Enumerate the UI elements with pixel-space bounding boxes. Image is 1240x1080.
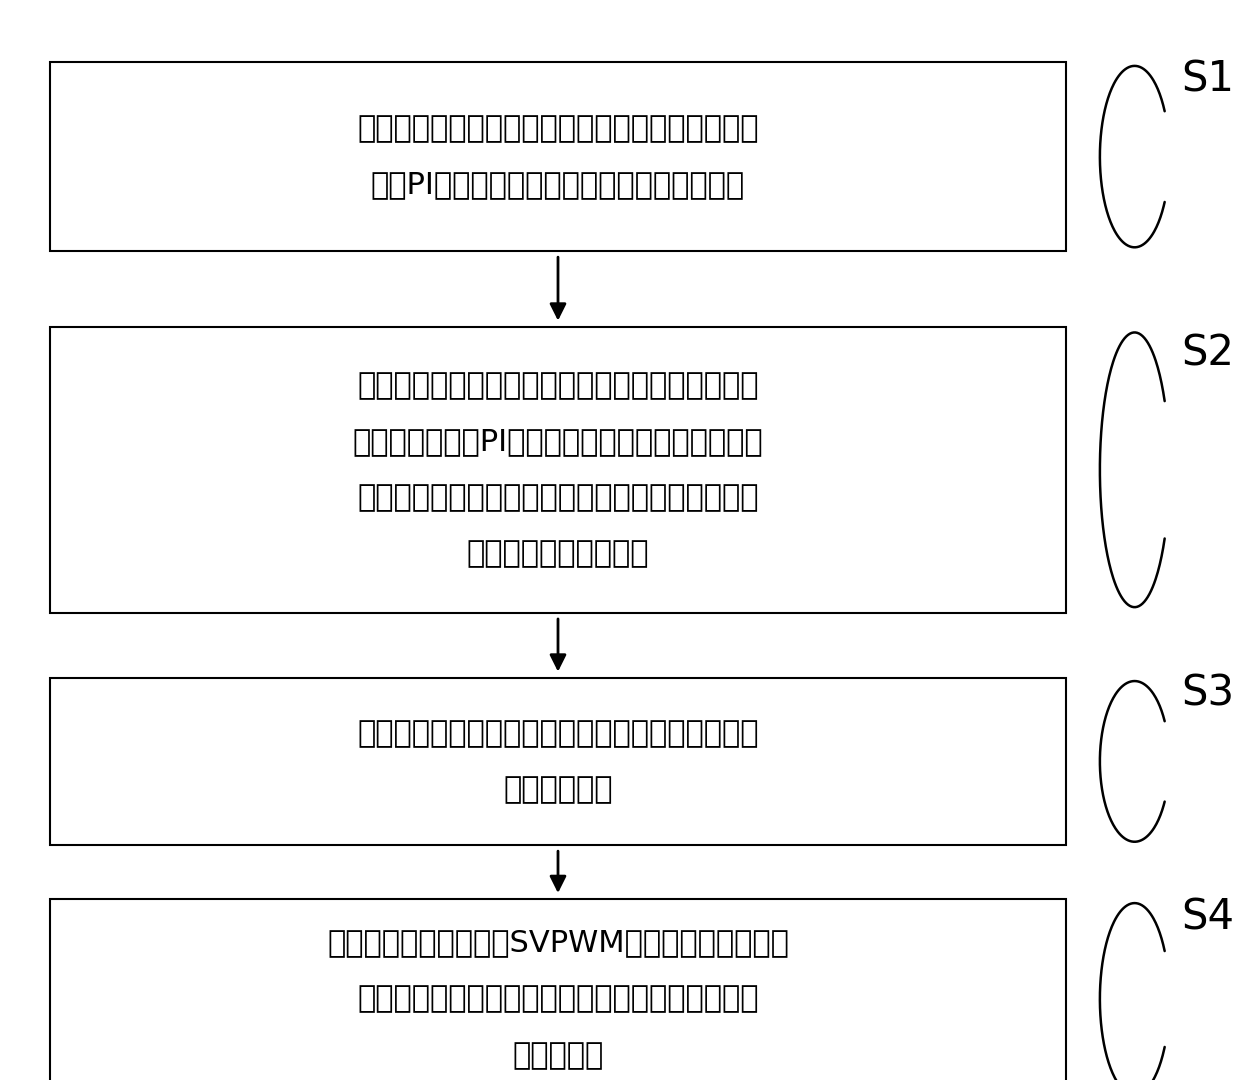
Text: S3: S3 — [1182, 672, 1235, 714]
Text: S2: S2 — [1182, 332, 1235, 374]
Text: 直轴定子电压和交轴定子电压经过坐标变换得到坐: 直轴定子电压和交轴定子电压经过坐标变换得到坐 — [357, 719, 759, 747]
Text: S4: S4 — [1182, 896, 1235, 939]
Text: 作为PI调节器的给定值，计算出电主轴的转矩: 作为PI调节器的给定值，计算出电主轴的转矩 — [371, 171, 745, 199]
Bar — [50, 63, 1066, 252]
Text: 链进行比较，差值经过双滑模控制器，得到直轴定: 链进行比较，差值经过双滑模控制器，得到直轴定 — [357, 484, 759, 512]
Text: 子电压和交轴定子电压: 子电压和交轴定子电压 — [466, 540, 650, 568]
Text: S1: S1 — [1182, 58, 1235, 100]
Text: 根据永磁同步电主轴的实际转速与给定转速的差值: 根据永磁同步电主轴的实际转速与给定转速的差值 — [357, 114, 759, 143]
Bar — [50, 678, 1066, 845]
Text: 把观测值分别与PI调节器计算出的转矩和给定的磁: 把观测值分别与PI调节器计算出的转矩和给定的磁 — [352, 428, 764, 456]
Text: 逆变器上的功率开关器件，对永磁同步电主轴的直: 逆变器上的功率开关器件，对永磁同步电主轴的直 — [357, 985, 759, 1013]
Text: 根据在定子坐标系下观测电主轴的磁链和转矩，并: 根据在定子坐标系下观测电主轴的磁链和转矩，并 — [357, 372, 759, 400]
Text: 根据坐标变换电压经过SVPWM变换，作用在主电路: 根据坐标变换电压经过SVPWM变换，作用在主电路 — [327, 929, 789, 957]
Bar — [50, 899, 1066, 1080]
Text: 标变换电压；: 标变换电压； — [503, 775, 613, 804]
Bar — [50, 326, 1066, 613]
Text: 接转矩控制: 接转矩控制 — [512, 1041, 604, 1069]
